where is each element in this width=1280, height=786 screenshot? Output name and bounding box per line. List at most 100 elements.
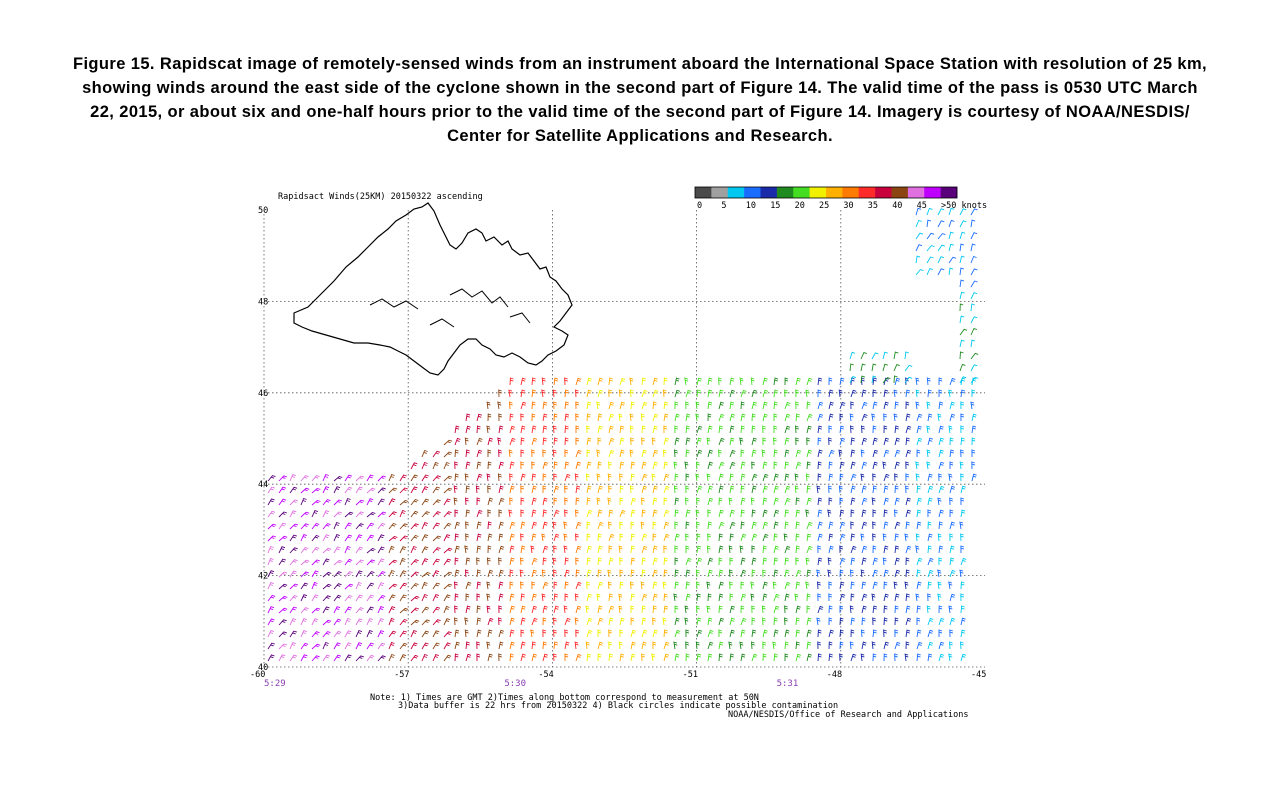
wind-barb (596, 401, 601, 410)
wind-barb (773, 461, 778, 470)
wind-barb (828, 473, 834, 482)
wind-barb (674, 605, 679, 614)
wind-barb (773, 485, 779, 494)
wind-barb (871, 413, 876, 422)
wind-barb (564, 461, 570, 470)
wind-barb (586, 497, 591, 506)
wind-barb (608, 533, 615, 542)
wind-barb (289, 595, 298, 602)
wind-barb (542, 413, 548, 422)
wind-barb (421, 642, 429, 650)
wind-barb (707, 641, 714, 650)
wind-barb (575, 533, 579, 542)
wind-barb (795, 437, 799, 446)
wind-barb (586, 617, 593, 626)
wind-barb (498, 389, 502, 398)
wind-barb (542, 605, 548, 614)
wind-barb (795, 521, 800, 530)
wind-barb (311, 487, 321, 494)
wind-barb (564, 509, 568, 518)
wind-barb (333, 654, 342, 662)
wind-barb (530, 629, 535, 638)
wind-barb (827, 557, 832, 566)
wind-barb (498, 461, 504, 470)
wind-barb (938, 653, 945, 662)
wind-barb (652, 449, 659, 458)
wind-barb (410, 607, 420, 614)
wind-barb (278, 583, 288, 590)
wind-barb (860, 473, 865, 482)
wind-barb (630, 533, 635, 542)
wind-barb (882, 351, 888, 360)
wind-barb (762, 401, 768, 410)
colorbar-swatch (744, 187, 761, 198)
wind-barb (619, 425, 625, 434)
wind-barb (784, 629, 790, 638)
wind-barb (575, 377, 582, 386)
wind-barb (927, 533, 933, 542)
wind-barb (289, 642, 296, 650)
wind-barb (618, 413, 623, 422)
wind-barb (663, 473, 670, 482)
wind-barb (443, 475, 453, 482)
wind-barb (662, 581, 667, 590)
wind-barb (377, 642, 386, 650)
wind-barb (860, 375, 866, 384)
wind-barb (883, 593, 889, 602)
wind-barb (806, 617, 812, 626)
wind-barb (498, 641, 504, 650)
wind-barb (520, 413, 525, 422)
wind-barb (432, 450, 441, 458)
wind-barb (575, 449, 582, 458)
wind-barb (883, 605, 888, 614)
wind-barb (465, 449, 470, 458)
wind-barb (883, 545, 889, 554)
wind-barb (949, 617, 956, 626)
wind-barb (519, 569, 524, 578)
wind-barb (454, 605, 458, 614)
wind-barb (388, 535, 398, 542)
lon-label: -45 (971, 670, 986, 680)
wind-barb (487, 413, 492, 422)
wind-barb (464, 437, 469, 446)
wind-barb (641, 557, 646, 566)
wind-barb (927, 617, 934, 626)
wind-barb (608, 413, 615, 422)
wind-barb (564, 413, 570, 422)
wind-barb (564, 557, 569, 566)
wind-barb (476, 569, 481, 578)
wind-barb (871, 497, 876, 506)
wind-barb (487, 629, 493, 638)
wind-barb (520, 461, 525, 470)
colorbar-swatch (875, 187, 892, 198)
lon-label: -54 (538, 670, 553, 680)
wind-barb (784, 377, 789, 386)
wind-barb (366, 511, 376, 518)
wind-barb (839, 377, 845, 386)
wind-barb (971, 449, 976, 458)
wind-barb (761, 605, 766, 614)
wind-barb (652, 545, 658, 554)
wind-barb (575, 545, 582, 554)
wind-barb (729, 473, 734, 482)
wind-barb (729, 617, 735, 626)
wind-barb (937, 268, 945, 276)
wind-barb (432, 654, 439, 662)
wind-barb (487, 617, 494, 626)
wind-barb (806, 497, 812, 506)
wind-barb (739, 377, 744, 386)
wind-barb (454, 653, 459, 662)
wind-barb (970, 268, 978, 276)
wind-barb (464, 629, 469, 638)
wind-barb (718, 653, 723, 662)
wind-barb (894, 569, 901, 578)
wind-barb (377, 522, 386, 530)
wind-barb (322, 473, 329, 482)
wind-barb (311, 655, 320, 662)
wind-barb (784, 641, 789, 650)
wind-barb (421, 511, 430, 518)
wind-barb (575, 485, 581, 494)
wind-barb (476, 653, 481, 662)
wind-barb (729, 533, 734, 542)
wind-barb (784, 605, 788, 614)
